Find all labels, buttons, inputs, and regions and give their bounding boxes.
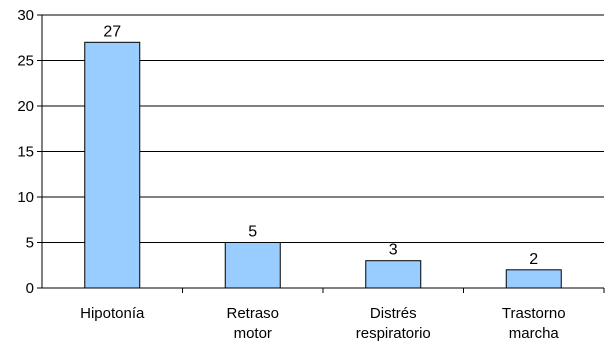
data-label-2: 3	[389, 242, 398, 259]
category-label-line: motor	[234, 325, 272, 342]
y-tick-label: 25	[17, 53, 34, 70]
category-label-line: Retraso	[226, 305, 279, 322]
y-tick-label: 0	[26, 280, 34, 297]
bar-3	[505, 269, 562, 289]
bar-0	[84, 41, 141, 289]
data-label-3: 2	[529, 251, 538, 268]
category-label-line: Trastorno	[502, 305, 566, 322]
y-tick-label: 20	[17, 98, 34, 115]
y-tick-label: 5	[26, 235, 34, 252]
y-tick-label: 30	[17, 7, 34, 24]
bar-1	[224, 242, 281, 289]
category-label-line: marcha	[509, 325, 560, 342]
data-labels: 27 5 3 2	[103, 23, 538, 267]
y-tick-label: 15	[17, 144, 34, 161]
y-tick-labels: 0 5 10 15 20 25 30	[17, 7, 34, 297]
y-tick-label: 10	[17, 189, 34, 206]
category-label-1: Retraso motor	[226, 305, 279, 342]
data-label-1: 5	[248, 224, 257, 241]
axes	[37, 14, 605, 293]
category-labels: Hipotonía Retraso motor Distrés respiratorio…	[80, 305, 565, 342]
category-label-2: Distrés respiratorio	[356, 305, 431, 342]
category-label-line: respiratorio	[356, 325, 431, 342]
category-label-line: Hipotonía	[80, 305, 145, 322]
category-label-line: Distrés	[370, 305, 417, 322]
bar-2	[365, 260, 422, 289]
category-label-3: Trastorno marcha	[502, 305, 566, 342]
category-label-0: Hipotonía	[80, 305, 145, 322]
bars	[84, 41, 562, 289]
data-label-0: 27	[103, 23, 121, 40]
